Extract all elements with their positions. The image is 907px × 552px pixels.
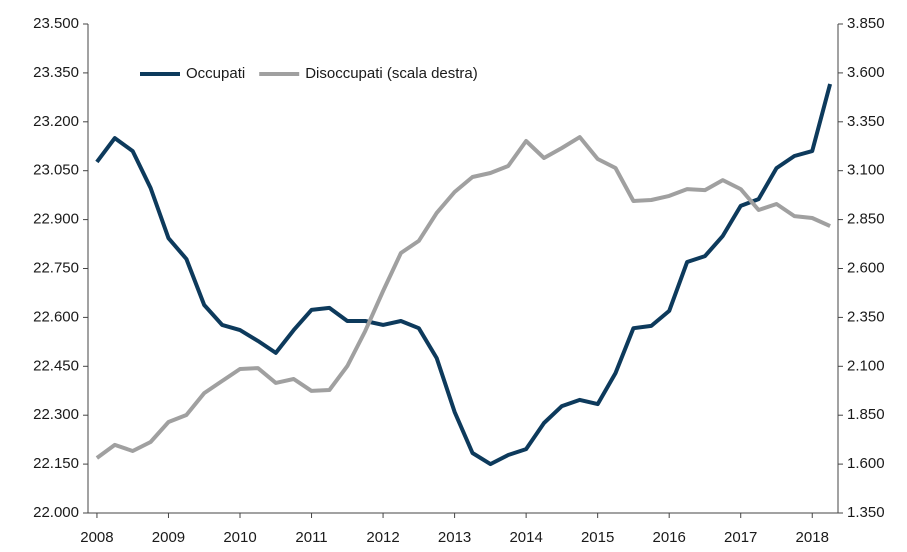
y-tick-label: 22.900 (33, 211, 79, 228)
x-tick-label: 2014 (509, 529, 542, 546)
x-tick-label: 2011 (295, 529, 327, 546)
y-tick-label: 23.200 (33, 113, 79, 130)
x-tick-label: 2018 (796, 529, 829, 546)
y2-tick-label: 2.350 (847, 308, 885, 325)
y-tick-label: 22.150 (33, 455, 79, 472)
y2-tick-label: 2.100 (847, 357, 885, 374)
y2-tick-label: 1.350 (847, 504, 885, 521)
x-tick-label: 2016 (652, 529, 685, 546)
y-tick-label: 23.350 (33, 64, 79, 81)
y2-tick-label: 3.600 (847, 64, 885, 81)
x-tick-label: 2010 (223, 529, 256, 546)
y-tick-label: 22.600 (33, 308, 79, 325)
y2-tick-label: 2.850 (847, 211, 885, 228)
y-tick-label: 22.750 (33, 259, 79, 276)
y2-tick-label: 3.350 (847, 113, 885, 130)
x-tick-label: 2017 (724, 529, 757, 546)
y-tick-label: 23.500 (33, 15, 79, 32)
y2-tick-label: 3.100 (847, 162, 885, 179)
y2-tick-label: 1.850 (847, 406, 885, 423)
y2-tick-label: 3.850 (847, 15, 885, 32)
x-tick-label: 2009 (152, 529, 185, 546)
x-tick-label: 2008 (80, 529, 113, 546)
x-tick-label: 2012 (366, 529, 399, 546)
y-tick-label: 23.050 (33, 162, 79, 179)
y-tick-label: 22.300 (33, 406, 79, 423)
legend-label: Disoccupati (scala destra) (305, 65, 478, 82)
x-tick-label: 2015 (581, 529, 614, 546)
series-line (95, 135, 831, 460)
series-line (95, 83, 833, 467)
x-tick-label: 2013 (438, 529, 471, 546)
legend-label: Occupati (186, 65, 245, 82)
y-tick-label: 22.000 (33, 504, 79, 521)
y2-tick-label: 1.600 (847, 455, 885, 472)
y2-tick-label: 2.600 (847, 259, 885, 276)
y-tick-label: 22.450 (33, 357, 79, 374)
